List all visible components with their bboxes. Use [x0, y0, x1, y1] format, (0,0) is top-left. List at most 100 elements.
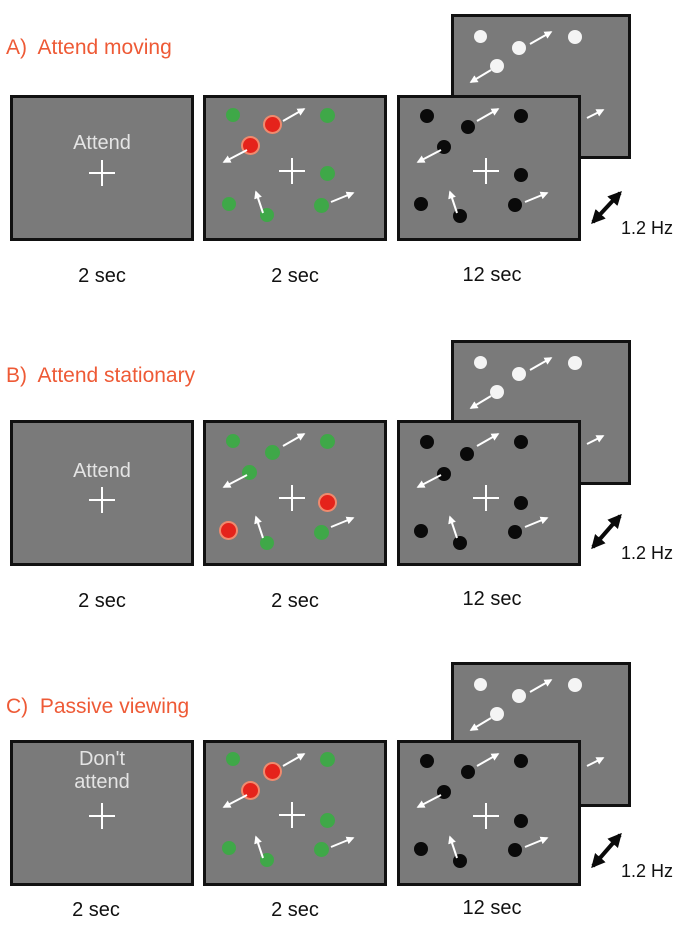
cue-text-c-line-2: attend [74, 771, 130, 793]
cue-text-c-line-1: Don't [78, 748, 126, 770]
motion-arrow [586, 109, 605, 119]
cue-screen-a: Attend [10, 95, 194, 241]
white-dot [474, 30, 487, 43]
test-screen-front-a [397, 95, 581, 241]
black-dot [414, 842, 428, 856]
red-dot [265, 117, 280, 132]
motion-arrow [282, 433, 306, 447]
green-dot [320, 108, 335, 123]
motion-arrow [476, 433, 500, 447]
duration-cue: 2 sec [78, 590, 126, 612]
fixation-cross [89, 160, 115, 186]
duration-test: 12 sec [462, 264, 522, 286]
motion-arrow [448, 515, 458, 539]
frequency-label: 1.2 Hz [621, 861, 674, 881]
green-dot [314, 842, 329, 857]
motion-arrow [222, 794, 248, 808]
motion-arrow [524, 836, 549, 848]
color-screen-b [203, 420, 387, 566]
motion-arrow [529, 679, 553, 693]
red-dot [221, 523, 236, 538]
green-dot [265, 445, 280, 460]
white-dot [568, 678, 582, 692]
cue-text-a: Attend [73, 132, 131, 154]
frequency-double-arrow [591, 190, 622, 225]
black-dot [461, 120, 475, 134]
green-dot [260, 536, 274, 550]
motion-arrow [476, 108, 500, 122]
fixation-cross [473, 485, 499, 511]
green-dot [320, 166, 335, 181]
fixation-cross [279, 158, 305, 184]
panel-c-title: C) Passive viewing [6, 695, 190, 718]
motion-arrow [416, 149, 442, 163]
green-dot [222, 197, 236, 211]
frequency-label: 1.2 Hz [621, 543, 674, 563]
motion-arrow [330, 836, 355, 848]
white-dot [568, 30, 582, 44]
motion-arrow [524, 191, 549, 203]
motion-arrow [416, 474, 442, 488]
green-dot [226, 752, 240, 766]
black-dot [414, 524, 428, 538]
motion-arrow [416, 794, 442, 808]
green-dot [320, 434, 335, 449]
cue-text-b: Attend [73, 460, 131, 482]
motion-arrow [524, 516, 549, 528]
black-dot [514, 496, 528, 510]
motion-arrow [330, 516, 355, 528]
black-dot [508, 198, 522, 212]
motion-arrow [529, 357, 553, 371]
duration-color: 2 sec [271, 590, 319, 612]
black-dot [514, 814, 528, 828]
fixation-cross [89, 487, 115, 513]
white-dot [474, 356, 487, 369]
fixation-cross [473, 158, 499, 184]
green-dot [320, 752, 335, 767]
motion-arrow [476, 753, 500, 767]
motion-arrow [448, 835, 458, 859]
white-dot [512, 41, 526, 55]
white-dot [490, 59, 504, 73]
panel-b-title: B) Attend stationary [6, 364, 196, 387]
motion-arrow [254, 835, 264, 859]
black-dot [414, 197, 428, 211]
green-dot [314, 198, 329, 213]
black-dot [461, 765, 475, 779]
motion-arrow [222, 474, 248, 488]
green-dot [226, 434, 240, 448]
frequency-label: 1.2 Hz [621, 218, 674, 238]
frequency-double-arrow [591, 513, 622, 550]
red-dot [265, 764, 280, 779]
black-dot [508, 525, 522, 539]
motion-arrow [330, 191, 355, 203]
motion-arrow [469, 395, 492, 409]
white-dot [512, 367, 526, 381]
panel-a-title: A) Attend moving [6, 36, 172, 59]
duration-cue: 2 sec [72, 899, 120, 921]
motion-arrow [448, 190, 458, 214]
fixation-cross [89, 803, 115, 829]
white-dot [568, 356, 582, 370]
black-dot [514, 168, 528, 182]
motion-arrow [254, 515, 264, 539]
motion-arrow [469, 717, 492, 731]
black-dot [453, 536, 467, 550]
black-dot [460, 447, 474, 461]
motion-arrow [586, 757, 605, 767]
cue-screen-c: Don't attend [10, 740, 194, 886]
black-dot [420, 109, 434, 123]
cue-screen-b: Attend [10, 420, 194, 566]
color-screen-a [203, 95, 387, 241]
black-dot [420, 435, 434, 449]
white-dot [512, 689, 526, 703]
motion-arrow [529, 31, 553, 45]
red-dot [320, 495, 335, 510]
green-dot [314, 525, 329, 540]
black-dot [508, 843, 522, 857]
motion-arrow [282, 753, 306, 767]
white-dot [490, 385, 504, 399]
black-dot [437, 467, 451, 481]
green-dot [320, 813, 335, 828]
